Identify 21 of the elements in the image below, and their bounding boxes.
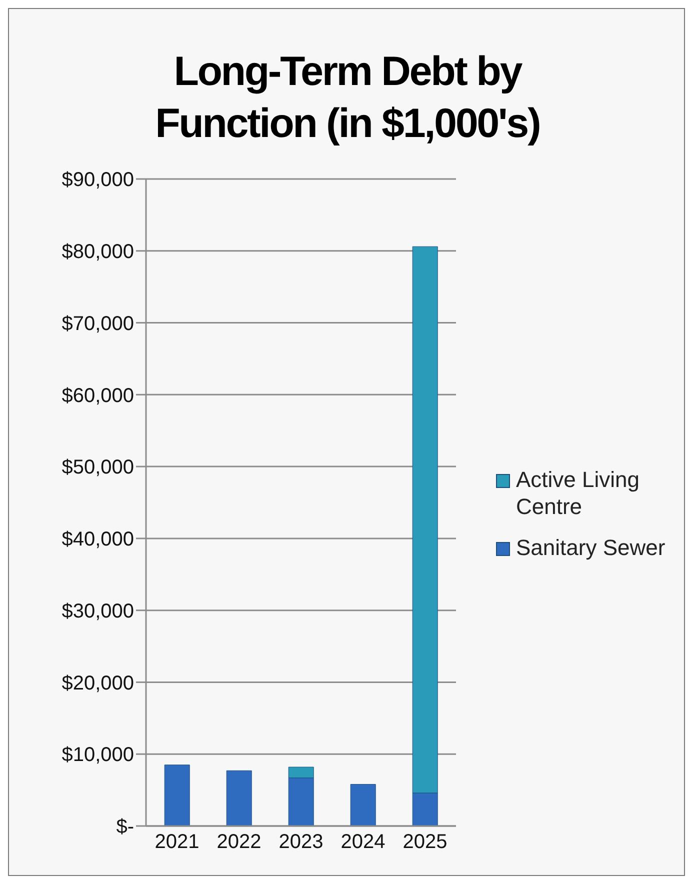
y-tick-label: $30,000 <box>62 600 134 622</box>
bar <box>350 784 376 826</box>
y-tick-label: $90,000 <box>62 169 134 192</box>
legend-label: Active Living Centre <box>516 466 641 520</box>
chart-title: Long-Term Debt by Function (in $1,000's) <box>154 47 541 148</box>
x-tick-label: 2021 <box>154 831 200 854</box>
bar <box>226 770 252 826</box>
legend-label: Sanitary Sewer <box>516 534 666 560</box>
x-tick-label: 2022 <box>216 831 262 854</box>
x-tick-label: 2025 <box>402 831 448 854</box>
x-tick-label: 2024 <box>340 831 386 854</box>
y-tick-label: $10,000 <box>62 744 134 766</box>
y-tick-label: $60,000 <box>62 384 134 407</box>
y-tick-label: $50,000 <box>62 456 134 479</box>
x-tick-label: 2023 <box>278 831 324 854</box>
y-tick-label: $20,000 <box>62 672 134 694</box>
y-tick-label: $- <box>116 816 134 838</box>
y-tick-label: $40,000 <box>62 528 134 551</box>
y-tick-label: $80,000 <box>62 240 134 263</box>
bar <box>164 764 190 826</box>
y-tick-label: $70,000 <box>62 312 134 335</box>
